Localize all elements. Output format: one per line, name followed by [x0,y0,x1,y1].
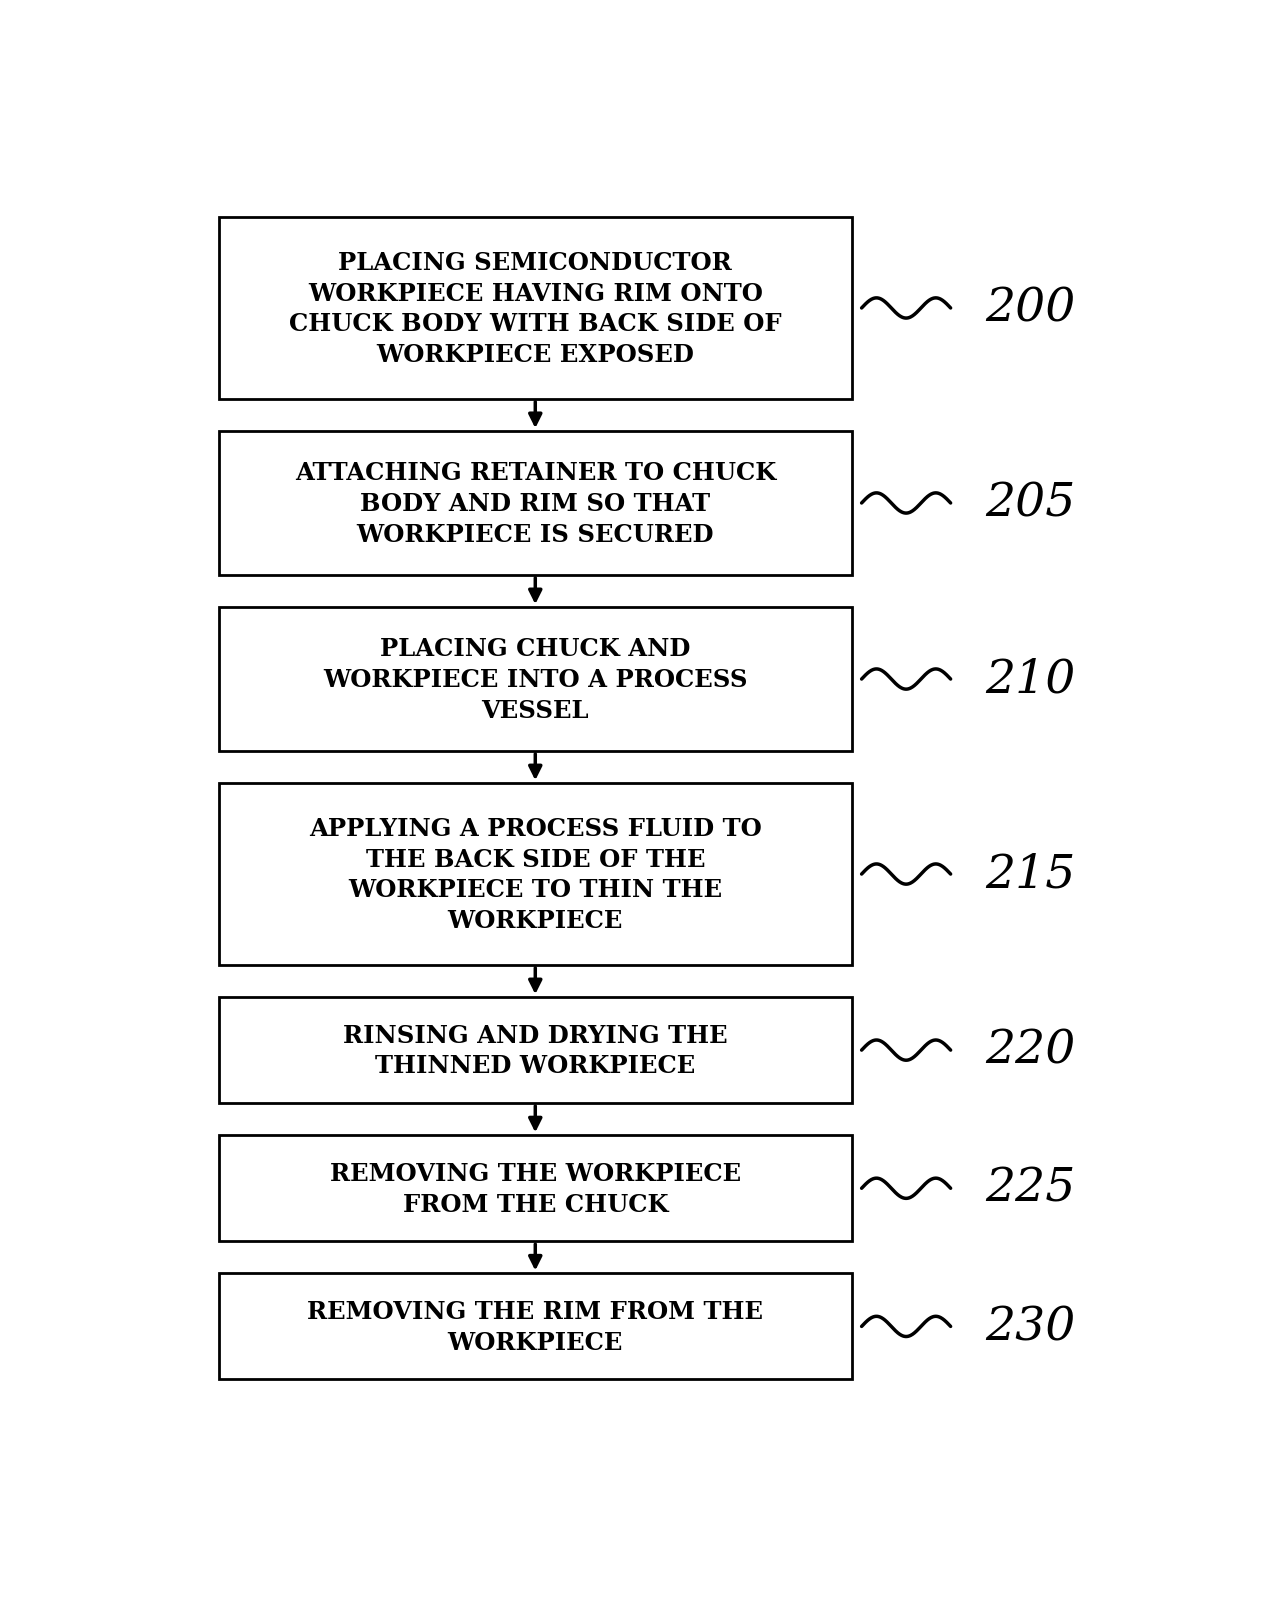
FancyBboxPatch shape [219,997,852,1104]
FancyBboxPatch shape [219,432,852,576]
Text: 230: 230 [985,1303,1076,1350]
Text: 220: 220 [985,1027,1076,1074]
FancyBboxPatch shape [219,1135,852,1242]
Text: 210: 210 [985,656,1076,703]
Text: 215: 215 [985,852,1076,897]
Text: PLACING CHUCK AND
WORKPIECE INTO A PROCESS
VESSEL: PLACING CHUCK AND WORKPIECE INTO A PROCE… [323,637,748,722]
Text: RINSING AND DRYING THE
THINNED WORKPIECE: RINSING AND DRYING THE THINNED WORKPIECE [343,1022,727,1079]
FancyBboxPatch shape [219,1273,852,1380]
FancyBboxPatch shape [219,218,852,400]
Text: PLACING SEMICONDUCTOR
WORKPIECE HAVING RIM ONTO
CHUCK BODY WITH BACK SIDE OF
WOR: PLACING SEMICONDUCTOR WORKPIECE HAVING R… [288,250,782,366]
Text: 200: 200 [985,286,1076,331]
Text: REMOVING THE WORKPIECE
FROM THE CHUCK: REMOVING THE WORKPIECE FROM THE CHUCK [329,1160,741,1217]
Text: ATTACHING RETAINER TO CHUCK
BODY AND RIM SO THAT
WORKPIECE IS SECURED: ATTACHING RETAINER TO CHUCK BODY AND RIM… [295,461,776,546]
Text: REMOVING THE RIM FROM THE
WORKPIECE: REMOVING THE RIM FROM THE WORKPIECE [308,1300,763,1355]
Text: 225: 225 [985,1165,1076,1212]
Text: APPLYING A PROCESS FLUID TO
THE BACK SIDE OF THE
WORKPIECE TO THIN THE
WORKPIECE: APPLYING A PROCESS FLUID TO THE BACK SID… [309,817,762,933]
FancyBboxPatch shape [219,608,852,751]
FancyBboxPatch shape [219,783,852,966]
Text: 205: 205 [985,482,1076,526]
